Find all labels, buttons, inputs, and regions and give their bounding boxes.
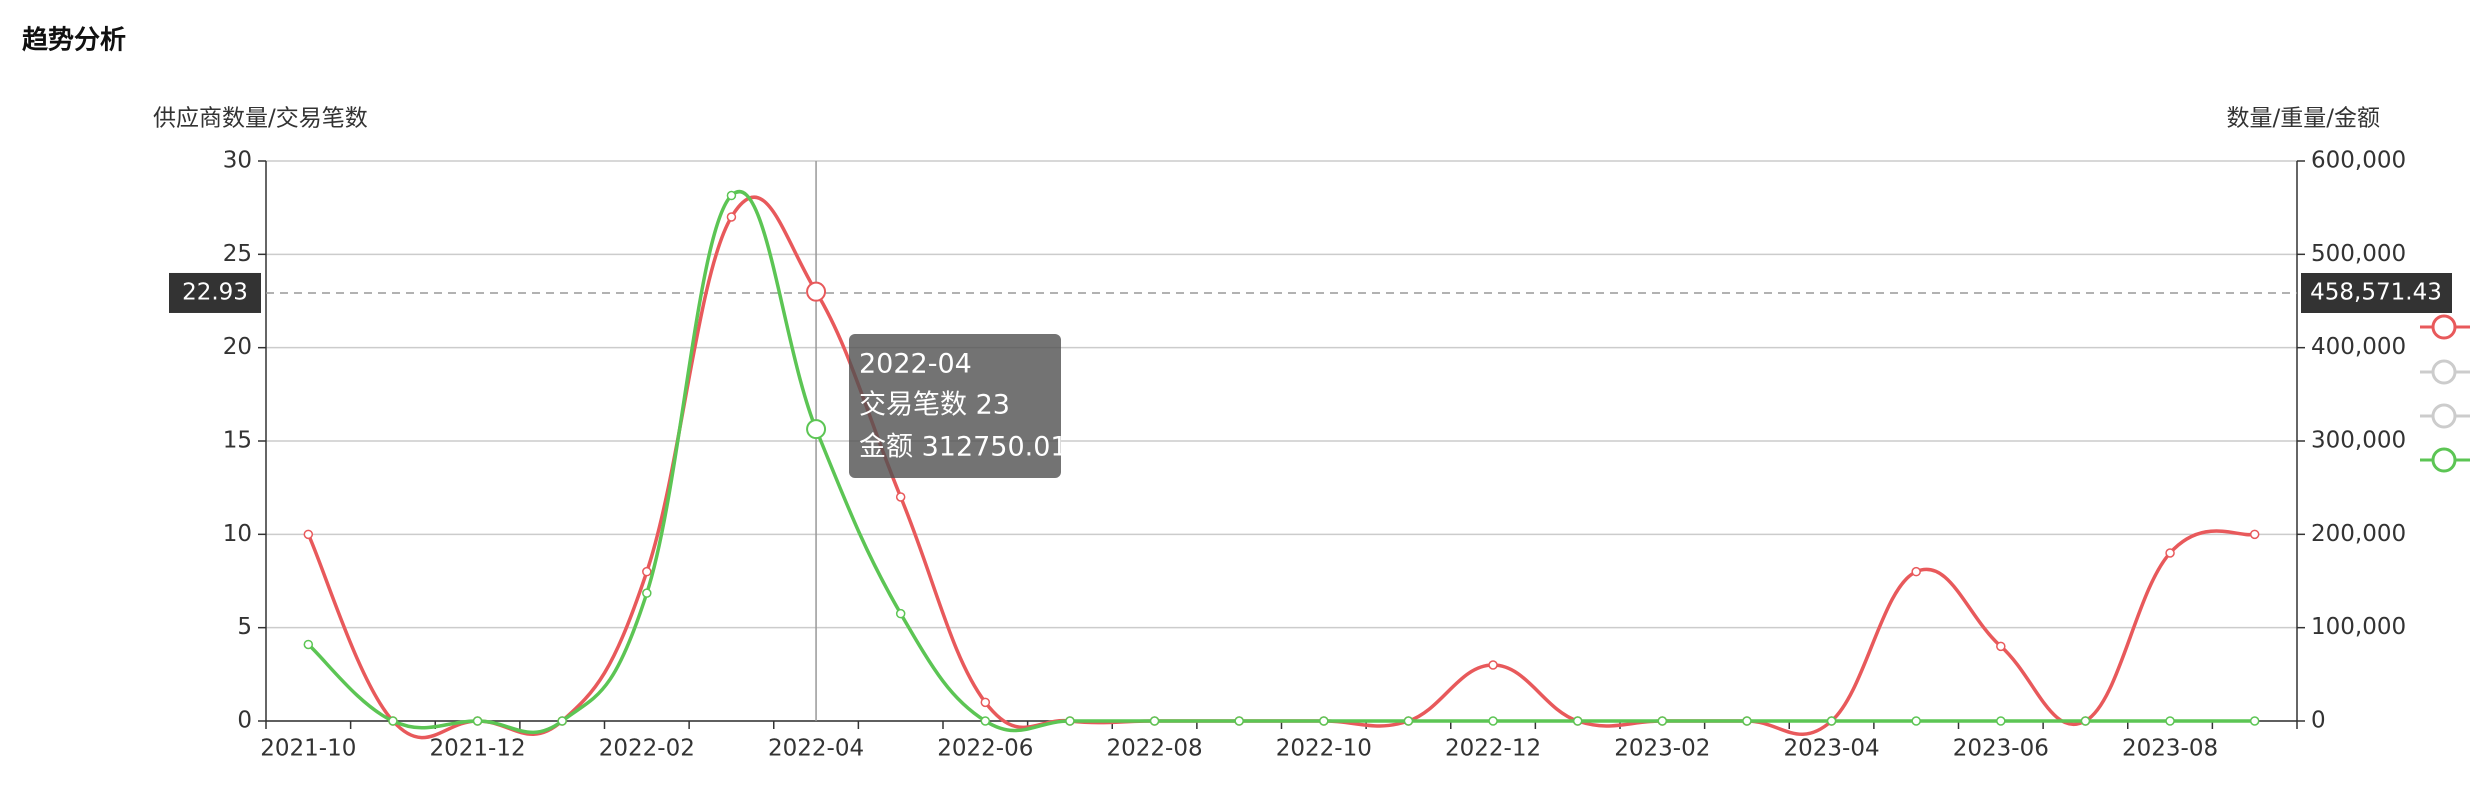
- data-point: [980, 716, 991, 726]
- crosshair-label-bg: [169, 272, 261, 313]
- data-point: [895, 608, 906, 619]
- legend-icon[interactable]: [2431, 359, 2457, 385]
- y2-tick-label: 600,000: [2311, 148, 2406, 174]
- y-tick-label: 25: [223, 241, 252, 267]
- data-point: [2080, 716, 2091, 726]
- crosshair-label: 22.93: [182, 279, 248, 305]
- x-tick-label: 2022-10: [1276, 736, 1372, 762]
- y-axis-title: 供应商数量/交易笔数: [153, 106, 368, 132]
- data-point: [2249, 716, 2260, 726]
- x-tick-label: 2021-12: [430, 736, 526, 762]
- data-point: [895, 492, 906, 502]
- legend-icon[interactable]: [2431, 314, 2457, 340]
- y2-tick-label: 500,000: [2311, 241, 2406, 267]
- y-tick-label: 5: [237, 614, 252, 640]
- tooltip-bg: [849, 334, 1061, 478]
- x-tick-label: 2023-06: [1953, 736, 2049, 762]
- series-line: [306, 195, 2256, 740]
- x-tick-label: 2022-04: [768, 736, 864, 762]
- tooltip-line: 交易笔数 23: [859, 390, 1010, 421]
- y-tick-label: 20: [223, 334, 252, 360]
- crosshair-label-bg: [2301, 273, 2452, 313]
- data-point: [1234, 716, 1244, 726]
- data-point: [1657, 716, 1668, 726]
- y2-tick-label: 100,000: [2311, 614, 2406, 640]
- data-point: [2165, 716, 2175, 726]
- y-tick-label: 0: [237, 708, 252, 734]
- data-point: [1065, 716, 1075, 726]
- data-point: [1572, 716, 1583, 726]
- crosshair-label: 458,571.43: [2310, 280, 2442, 306]
- data-point: [642, 566, 652, 577]
- data-point: [303, 529, 314, 540]
- x-tick-label: 2022-08: [1107, 736, 1203, 762]
- y-tick-label: 15: [223, 428, 252, 454]
- x-tick-label: 2022-06: [937, 736, 1033, 762]
- y2-axis-title: 数量/重量/金额: [2227, 106, 2381, 132]
- data-point: [2249, 529, 2260, 540]
- x-tick-label: 2022-12: [1445, 736, 1541, 762]
- data-point: [472, 716, 483, 726]
- data-point: [2165, 548, 2175, 558]
- data-point: [1149, 716, 1160, 726]
- x-tick-label: 2022-02: [599, 736, 695, 762]
- y2-tick-label: 300,000: [2311, 428, 2406, 454]
- tooltip: 2022-04 交易笔数 23 金额 312750.01: [849, 334, 1068, 478]
- data-point: [557, 716, 567, 726]
- data-point: [1826, 716, 1837, 726]
- y2-tick-label: 200,000: [2311, 521, 2406, 547]
- y-tick-label: 10: [223, 521, 252, 547]
- data-point: [1996, 641, 2006, 652]
- data-point: [806, 281, 827, 302]
- data-point: [806, 419, 827, 440]
- data-point: [1911, 716, 1921, 726]
- legend[interactable]: [2420, 314, 2470, 473]
- data-point: [980, 697, 991, 708]
- data-point: [1742, 716, 1752, 726]
- x-tick-label: 2023-08: [2122, 736, 2218, 762]
- y2-tick-label: 0: [2311, 708, 2326, 734]
- data-point: [726, 212, 737, 222]
- data-point: [1403, 716, 1414, 726]
- data-point: [1996, 716, 2006, 726]
- data-point: [1319, 716, 1329, 726]
- data-point: [1488, 716, 1498, 726]
- tooltip-title: 2022-04: [859, 349, 972, 380]
- data-point: [388, 716, 398, 726]
- x-tick-label: 2023-02: [1614, 736, 1710, 762]
- y2-tick-label: 400,000: [2311, 334, 2406, 360]
- data-point: [726, 190, 737, 201]
- data-point: [1488, 660, 1498, 670]
- data-point: [1911, 566, 1921, 577]
- page-title: 趋势分析: [22, 26, 126, 56]
- series-line: [307, 190, 2255, 735]
- y-tick-label: 30: [223, 148, 252, 174]
- data-point: [642, 588, 652, 598]
- x-tick-label: 2023-04: [1784, 736, 1880, 762]
- legend-icon[interactable]: [2431, 447, 2457, 473]
- data-point: [303, 639, 314, 650]
- tooltip-line: 金额 312750.01: [859, 432, 1068, 463]
- legend-icon[interactable]: [2431, 403, 2457, 429]
- x-tick-label: 2021-10: [260, 736, 356, 762]
